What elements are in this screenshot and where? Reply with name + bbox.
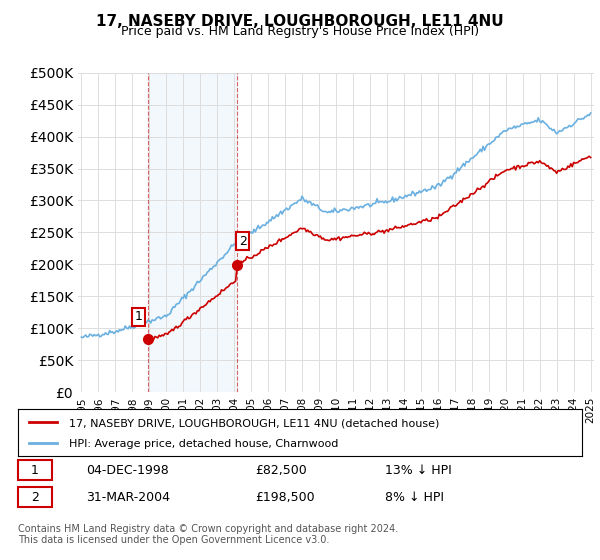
Text: £198,500: £198,500 [255,491,314,504]
Text: 8% ↓ HPI: 8% ↓ HPI [385,491,443,504]
Bar [148,73,237,392]
Text: 31-MAR-2004: 31-MAR-2004 [86,491,170,504]
Text: 13% ↓ HPI: 13% ↓ HPI [385,464,451,477]
Text: Price paid vs. HM Land Registry's House Price Index (HPI): Price paid vs. HM Land Registry's House … [121,25,479,38]
Text: Contains HM Land Registry data © Crown copyright and database right 2024.
This d: Contains HM Land Registry data © Crown c… [18,524,398,545]
Text: 17, NASEBY DRIVE, LOUGHBOROUGH, LE11 4NU: 17, NASEBY DRIVE, LOUGHBOROUGH, LE11 4NU [96,14,504,29]
FancyBboxPatch shape [18,460,52,480]
Text: 17, NASEBY DRIVE, LOUGHBOROUGH, LE11 4NU (detached house): 17, NASEBY DRIVE, LOUGHBOROUGH, LE11 4NU… [69,418,439,428]
FancyBboxPatch shape [18,487,52,507]
Text: £82,500: £82,500 [255,464,307,477]
Text: 2: 2 [239,235,247,248]
Text: 1: 1 [134,310,142,323]
Text: HPI: Average price, detached house, Charnwood: HPI: Average price, detached house, Char… [69,439,338,449]
Text: 2: 2 [31,491,39,504]
Text: 1: 1 [31,464,39,477]
Text: 04-DEC-1998: 04-DEC-1998 [86,464,169,477]
